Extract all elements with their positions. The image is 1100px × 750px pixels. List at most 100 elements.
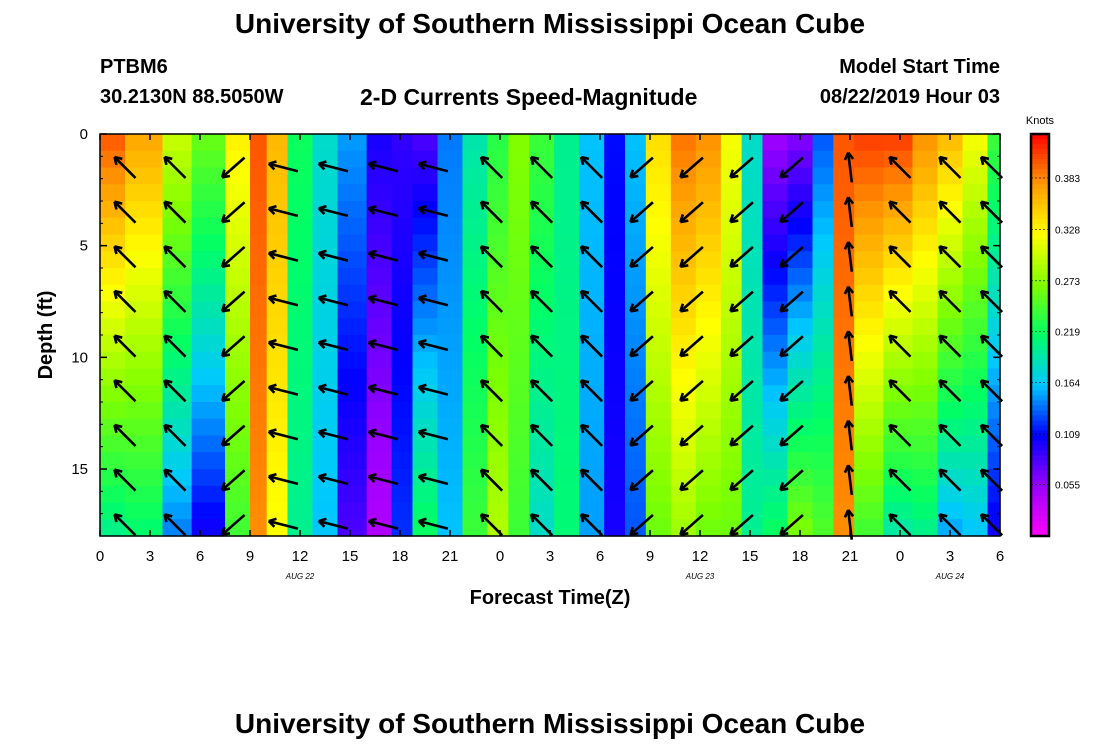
heatmap-cell — [412, 234, 439, 252]
heatmap-cell — [250, 435, 268, 453]
heatmap-cell — [125, 452, 164, 470]
colorbar-swatch — [1031, 485, 1049, 492]
heatmap-cell — [100, 452, 126, 470]
colorbar-swatch — [1031, 455, 1049, 462]
colorbar-swatch — [1031, 410, 1049, 416]
heatmap-cell — [487, 184, 509, 202]
heatmap-cell — [100, 184, 126, 202]
heatmap-cell — [162, 167, 193, 185]
heatmap-cell — [833, 234, 855, 252]
page-title: University of Southern Mississippi Ocean… — [234, 8, 866, 39]
heatmap-cell — [191, 268, 226, 286]
heatmap-cell — [191, 167, 226, 185]
heatmap-cell — [912, 301, 939, 319]
heatmap-cell — [508, 351, 530, 370]
heatmap-cell — [487, 452, 509, 470]
current-vector — [417, 428, 449, 441]
heatmap-cell — [987, 217, 1001, 236]
heatmap-cell — [225, 351, 251, 370]
heatmap-cell — [604, 519, 626, 537]
heatmap-cell — [645, 402, 672, 420]
heatmap-cell — [412, 184, 439, 202]
current-vector — [479, 289, 504, 313]
heatmap-cell — [125, 134, 164, 152]
heatmap-cell — [854, 502, 884, 520]
current-vector — [938, 334, 962, 358]
heatmap-cell — [266, 167, 289, 185]
heatmap-cell — [312, 452, 339, 470]
heatmap-cell — [191, 368, 226, 386]
heatmap-cell — [812, 335, 834, 353]
heatmap-cell — [912, 201, 939, 219]
current-vector — [579, 423, 604, 447]
current-vector — [938, 245, 962, 269]
heatmap-cell — [437, 318, 464, 336]
heatmap-cell — [312, 184, 339, 202]
heatmap-cell — [883, 402, 914, 420]
heatmap-cell — [604, 150, 626, 169]
heatmap-cell — [833, 502, 855, 520]
heatmap-cell — [391, 502, 414, 520]
heatmap-cell — [337, 502, 368, 520]
heatmap-cell — [937, 167, 964, 185]
heatmap-cell — [762, 502, 789, 520]
heatmap-cell — [462, 385, 489, 403]
heatmap-cell — [604, 418, 626, 437]
heatmap-cell — [125, 301, 164, 319]
heatmap-cell — [670, 150, 697, 169]
heatmap-cell — [437, 402, 464, 420]
heatmap-cell — [225, 268, 251, 286]
heatmap-cell — [912, 217, 939, 236]
heatmap-cell — [162, 318, 193, 336]
colorbar-swatch — [1031, 530, 1049, 537]
current-vector — [113, 379, 137, 403]
heatmap-cell — [337, 301, 368, 319]
heatmap-cell — [741, 385, 764, 403]
heatmap-cell — [937, 452, 964, 470]
heatmap-cell — [762, 368, 789, 386]
heatmap-cell — [225, 150, 251, 169]
heatmap-cell — [833, 217, 855, 236]
heatmap-cell — [695, 519, 722, 537]
colorbar-swatch — [1031, 304, 1049, 311]
heatmap-cell — [854, 217, 884, 236]
heatmap-cell — [529, 351, 555, 370]
heatmap-cell — [741, 134, 764, 152]
colorbar-swatch — [1031, 335, 1049, 341]
heatmap-cell — [266, 402, 289, 420]
heatmap-cell — [604, 452, 626, 470]
heatmap-cell — [937, 150, 964, 169]
x-tick-label: 0 — [496, 548, 504, 565]
heatmap-cell — [604, 284, 626, 303]
heatmap-cell — [762, 418, 789, 437]
heatmap-cell — [437, 268, 464, 286]
heatmap-cell — [508, 284, 530, 303]
heatmap-cell — [366, 268, 393, 286]
current-vector — [163, 289, 187, 313]
current-vector — [163, 513, 187, 537]
heatmap-cell — [812, 452, 834, 470]
heatmap-cell — [366, 452, 393, 470]
colorbar-swatch — [1031, 319, 1049, 326]
heatmap-cell — [312, 268, 339, 286]
heatmap-cell — [437, 301, 464, 319]
heatmap-cell — [191, 234, 226, 252]
current-vector — [317, 428, 349, 441]
heatmap-cell — [579, 418, 605, 437]
heatmap-cell — [125, 201, 164, 219]
heatmap-cell — [625, 502, 647, 520]
heatmap-cell — [529, 318, 555, 336]
heatmap-cell — [412, 502, 439, 520]
heatmap-cell — [554, 134, 580, 152]
heatmap-cell — [812, 469, 834, 487]
heatmap-cell — [695, 184, 722, 202]
heatmap-cell — [437, 502, 464, 520]
heatmap-cell — [125, 418, 164, 437]
heatmap-cell — [554, 402, 580, 420]
heatmap-cell — [554, 368, 580, 386]
heatmap-cell — [695, 318, 722, 336]
heatmap-cell — [391, 251, 414, 269]
colorbar-swatch — [1031, 490, 1049, 497]
current-vector — [317, 160, 349, 173]
heatmap-cell — [508, 502, 530, 520]
